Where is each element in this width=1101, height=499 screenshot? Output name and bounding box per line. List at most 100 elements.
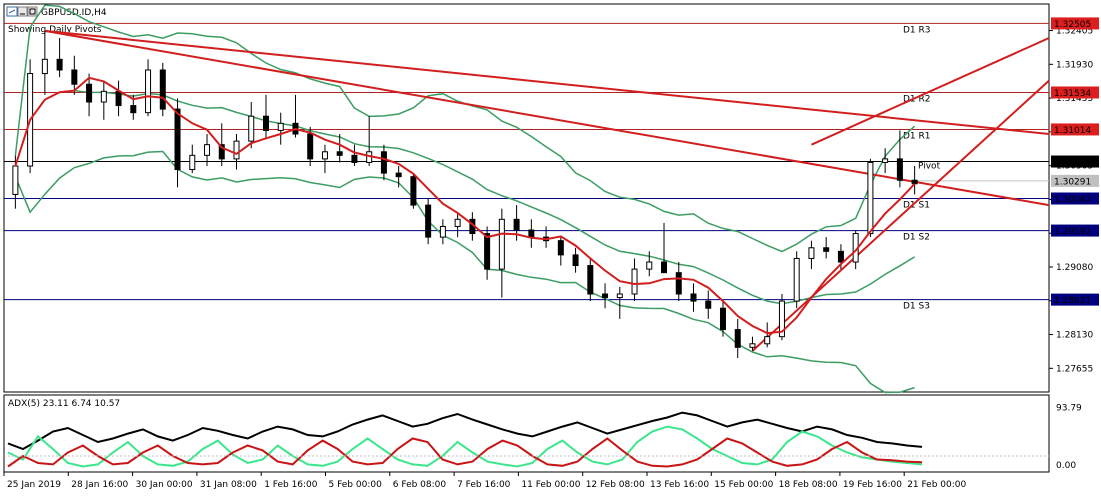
candle-body	[277, 122, 284, 131]
candle-body	[793, 257, 800, 302]
time-tick-label: 19 Feb 16:00	[843, 480, 902, 490]
candle-body	[587, 265, 594, 295]
candle-body	[12, 165, 19, 195]
pivot-badge	[1051, 123, 1099, 136]
pivot-badge-label: 1.32505	[1054, 20, 1091, 30]
pivot-badge-label: 1.30043	[1054, 195, 1091, 205]
time-tick-label: 6 Feb 08:00	[393, 480, 447, 490]
candle-body	[749, 343, 756, 348]
candle-body	[145, 69, 152, 114]
candle-body	[734, 329, 741, 348]
candle-body	[395, 172, 402, 178]
candle-body	[646, 261, 653, 270]
moving-average	[14, 76, 916, 335]
pivot-name: Pivot	[918, 162, 941, 172]
candle-body	[159, 69, 166, 110]
candle-body	[557, 240, 564, 256]
candle-body	[911, 179, 918, 185]
candle-body	[823, 247, 830, 252]
price-tick-label: 1.31455	[1056, 94, 1093, 104]
pivot-name: D1 R3	[903, 25, 931, 35]
candle-body	[100, 90, 107, 103]
candle-body	[86, 83, 93, 103]
candle-body	[602, 293, 609, 299]
candle-body	[867, 161, 874, 235]
candle-body	[882, 158, 889, 163]
candle-body	[454, 218, 461, 227]
time-tick-label: 18 Feb 08:00	[779, 480, 838, 490]
candle-body	[425, 204, 432, 238]
pivot-badge-label: 1.31534	[1054, 89, 1091, 99]
price-tick-label: 1.28130	[1056, 331, 1093, 341]
adx-axis: 93.79 0.00	[1056, 403, 1082, 471]
pivot-badge-label: 1.30563	[1054, 158, 1091, 168]
adx-tick-label: 93.79	[1056, 403, 1082, 413]
candle-body	[204, 144, 211, 156]
minus-di-line	[7, 437, 923, 468]
candle-body	[218, 144, 225, 160]
pivot-badges: 1.32505 1.31534 1.31014 1.30563 1.30043 1.295…	[1051, 17, 1099, 306]
adx-line	[7, 411, 923, 451]
pivot-badge	[1051, 86, 1099, 99]
candle-body	[528, 229, 535, 238]
candle-body	[484, 233, 491, 270]
candle-body	[661, 261, 668, 274]
candle-body	[56, 58, 63, 71]
time-tick-label: 30 Jan 00:00	[136, 480, 193, 490]
adx-label: ADX(5) 23.11 6.74 10.57	[8, 399, 120, 409]
trend-lines	[44, 29, 1050, 352]
candle-body	[719, 307, 726, 331]
time-tick-label: 31 Jan 08:00	[200, 480, 257, 490]
pivot-lines: D1 R3 D1 R2 D1 R1 Pivot D1 S1 D1 S2 D1 S3	[4, 22, 1049, 312]
candle-body	[189, 154, 196, 171]
candle-body	[631, 268, 638, 295]
pivot-badge	[1051, 293, 1099, 306]
time-tick-label: 21 Feb 00:00	[907, 480, 966, 490]
candle-body	[321, 151, 328, 160]
candle-body	[262, 115, 269, 131]
channel-trend-line	[811, 37, 1050, 146]
candle-body	[115, 90, 122, 107]
candle-body	[616, 293, 623, 299]
pivot-name: D1 S2	[903, 233, 930, 243]
candle-body	[410, 176, 417, 206]
candle-body	[307, 133, 314, 160]
support-trend-line	[751, 79, 1050, 352]
candle-body	[130, 105, 137, 114]
time-tick-label: 5 Feb 00:00	[329, 480, 383, 490]
trend-line-lower	[44, 29, 1050, 207]
chart-window-icon[interactable]	[6, 6, 18, 17]
price-tick-label: 1.32405	[1056, 27, 1093, 37]
pivot-badge	[1051, 192, 1099, 205]
time-tick-label: 25 Jan 2019	[7, 480, 61, 490]
pivot-badge	[1051, 17, 1099, 30]
adx-tick-label: 0.00	[1056, 461, 1076, 471]
ma-line	[14, 76, 916, 335]
time-tick-label: 11 Feb 00:00	[521, 480, 580, 490]
time-tick-label: 1 Feb 16:00	[264, 480, 318, 490]
minimize-icon[interactable]	[17, 6, 28, 17]
candle-body	[351, 154, 358, 163]
price-tick-label: 1.29080	[1056, 263, 1093, 273]
candle-body	[778, 300, 785, 338]
candle-body	[705, 300, 712, 309]
price-tick-label: 1.27655	[1056, 364, 1093, 374]
candle-body	[896, 158, 903, 181]
current-price-label: 1.30291	[1054, 177, 1091, 187]
candle-body	[233, 140, 240, 160]
candle-body	[71, 69, 78, 85]
restore-icon[interactable]	[27, 6, 38, 17]
candle-body	[380, 151, 387, 174]
candle-body	[248, 115, 255, 142]
candle-body	[572, 254, 579, 267]
pivot-name: D1 S1	[903, 200, 930, 210]
candle-body	[439, 225, 446, 238]
pivot-name: D1 R2	[903, 94, 931, 104]
candle-body	[513, 218, 520, 231]
pivot-badge	[1051, 155, 1099, 168]
candle-body	[498, 218, 505, 270]
pivot-badge-label: 1.28621	[1054, 296, 1091, 306]
price-tick-label: 1.31930	[1056, 60, 1093, 70]
time-tick-label: 28 Jan 16:00	[71, 480, 128, 490]
